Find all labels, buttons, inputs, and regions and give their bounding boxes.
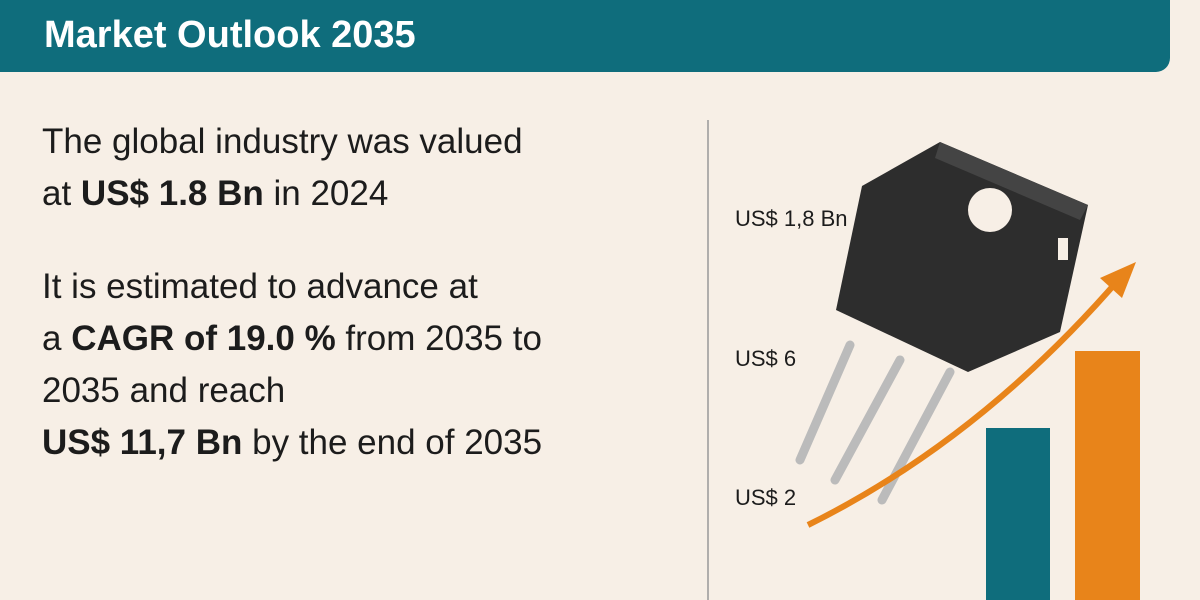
body-top [935, 142, 1088, 220]
arrow-head [1100, 262, 1136, 298]
body [836, 142, 1088, 372]
text: 2035 and reach [42, 371, 286, 410]
legs [795, 340, 955, 505]
text-line: It is estimated to advance at [42, 261, 692, 313]
text: a [42, 319, 72, 358]
text: in 2024 [263, 174, 389, 213]
bar-decoration [1075, 351, 1140, 600]
transistor [795, 142, 1088, 505]
header-title: Market Outlook 2035 [44, 14, 416, 56]
hole [968, 188, 1012, 232]
slot [1058, 238, 1068, 260]
highlight: CAGR of 19.0 % [71, 319, 336, 358]
text-line: US$ 11,7 Bn by the end of 2035 [42, 417, 692, 469]
text-line: at US$ 1.8 Bn in 2024 [42, 168, 692, 220]
text-block: The global industry was valued at US$ 1.8… [42, 116, 692, 510]
text: It is estimated to advance at [42, 267, 478, 306]
text: by the end of 2035 [242, 423, 543, 462]
text: from 2035 to [335, 319, 542, 358]
label: US$ 6 [735, 346, 797, 371]
text-line: 2035 and reach [42, 365, 692, 417]
text-line: a CAGR of 19.0 % from 2035 to [42, 313, 692, 365]
label: US$ 2 [735, 485, 797, 510]
paragraph: It is estimated to advance at a CAGR of 1… [42, 261, 692, 469]
paragraph: The global industry was valued at US$ 1.8… [42, 116, 692, 220]
highlight: US$ 1.8 Bn [80, 174, 264, 213]
text: at [42, 174, 81, 213]
bar-decoration [986, 428, 1050, 600]
header: Market Outlook 2035 [0, 0, 1170, 72]
text-line: The global industry was valued [42, 116, 692, 168]
highlight: US$ 11,7 Bn [42, 423, 243, 462]
trend-arrow [806, 276, 1123, 528]
label: US$ 1,8 Bn [735, 206, 848, 231]
text: The global industry was valued [42, 122, 523, 161]
